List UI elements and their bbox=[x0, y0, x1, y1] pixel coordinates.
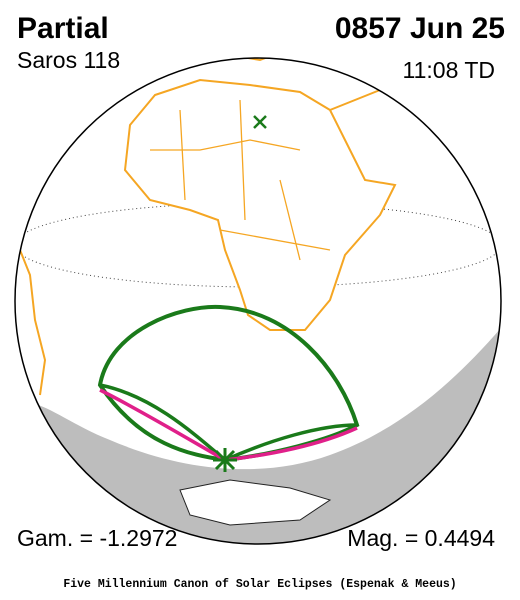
date: 0857 Jun 25 bbox=[335, 12, 505, 45]
globe-outline bbox=[14, 57, 502, 545]
gamma: Gam. = -1.2972 bbox=[17, 525, 177, 551]
title: Partial bbox=[17, 12, 109, 45]
borders bbox=[150, 99, 331, 261]
magnitude: Mag. = 0.4494 bbox=[347, 525, 495, 551]
south-america-coast bbox=[19, 249, 47, 396]
time: 11:08 TD bbox=[403, 57, 495, 83]
penumbra-limit bbox=[97, 304, 360, 463]
africa bbox=[123, 78, 397, 331]
antarctica bbox=[179, 479, 332, 526]
saros: Saros 118 bbox=[17, 47, 120, 73]
credit: Five Millennium Canon of Solar Eclipses … bbox=[63, 578, 456, 591]
greatest-eclipse-marker bbox=[213, 448, 237, 472]
subsolar-marker bbox=[253, 115, 267, 129]
